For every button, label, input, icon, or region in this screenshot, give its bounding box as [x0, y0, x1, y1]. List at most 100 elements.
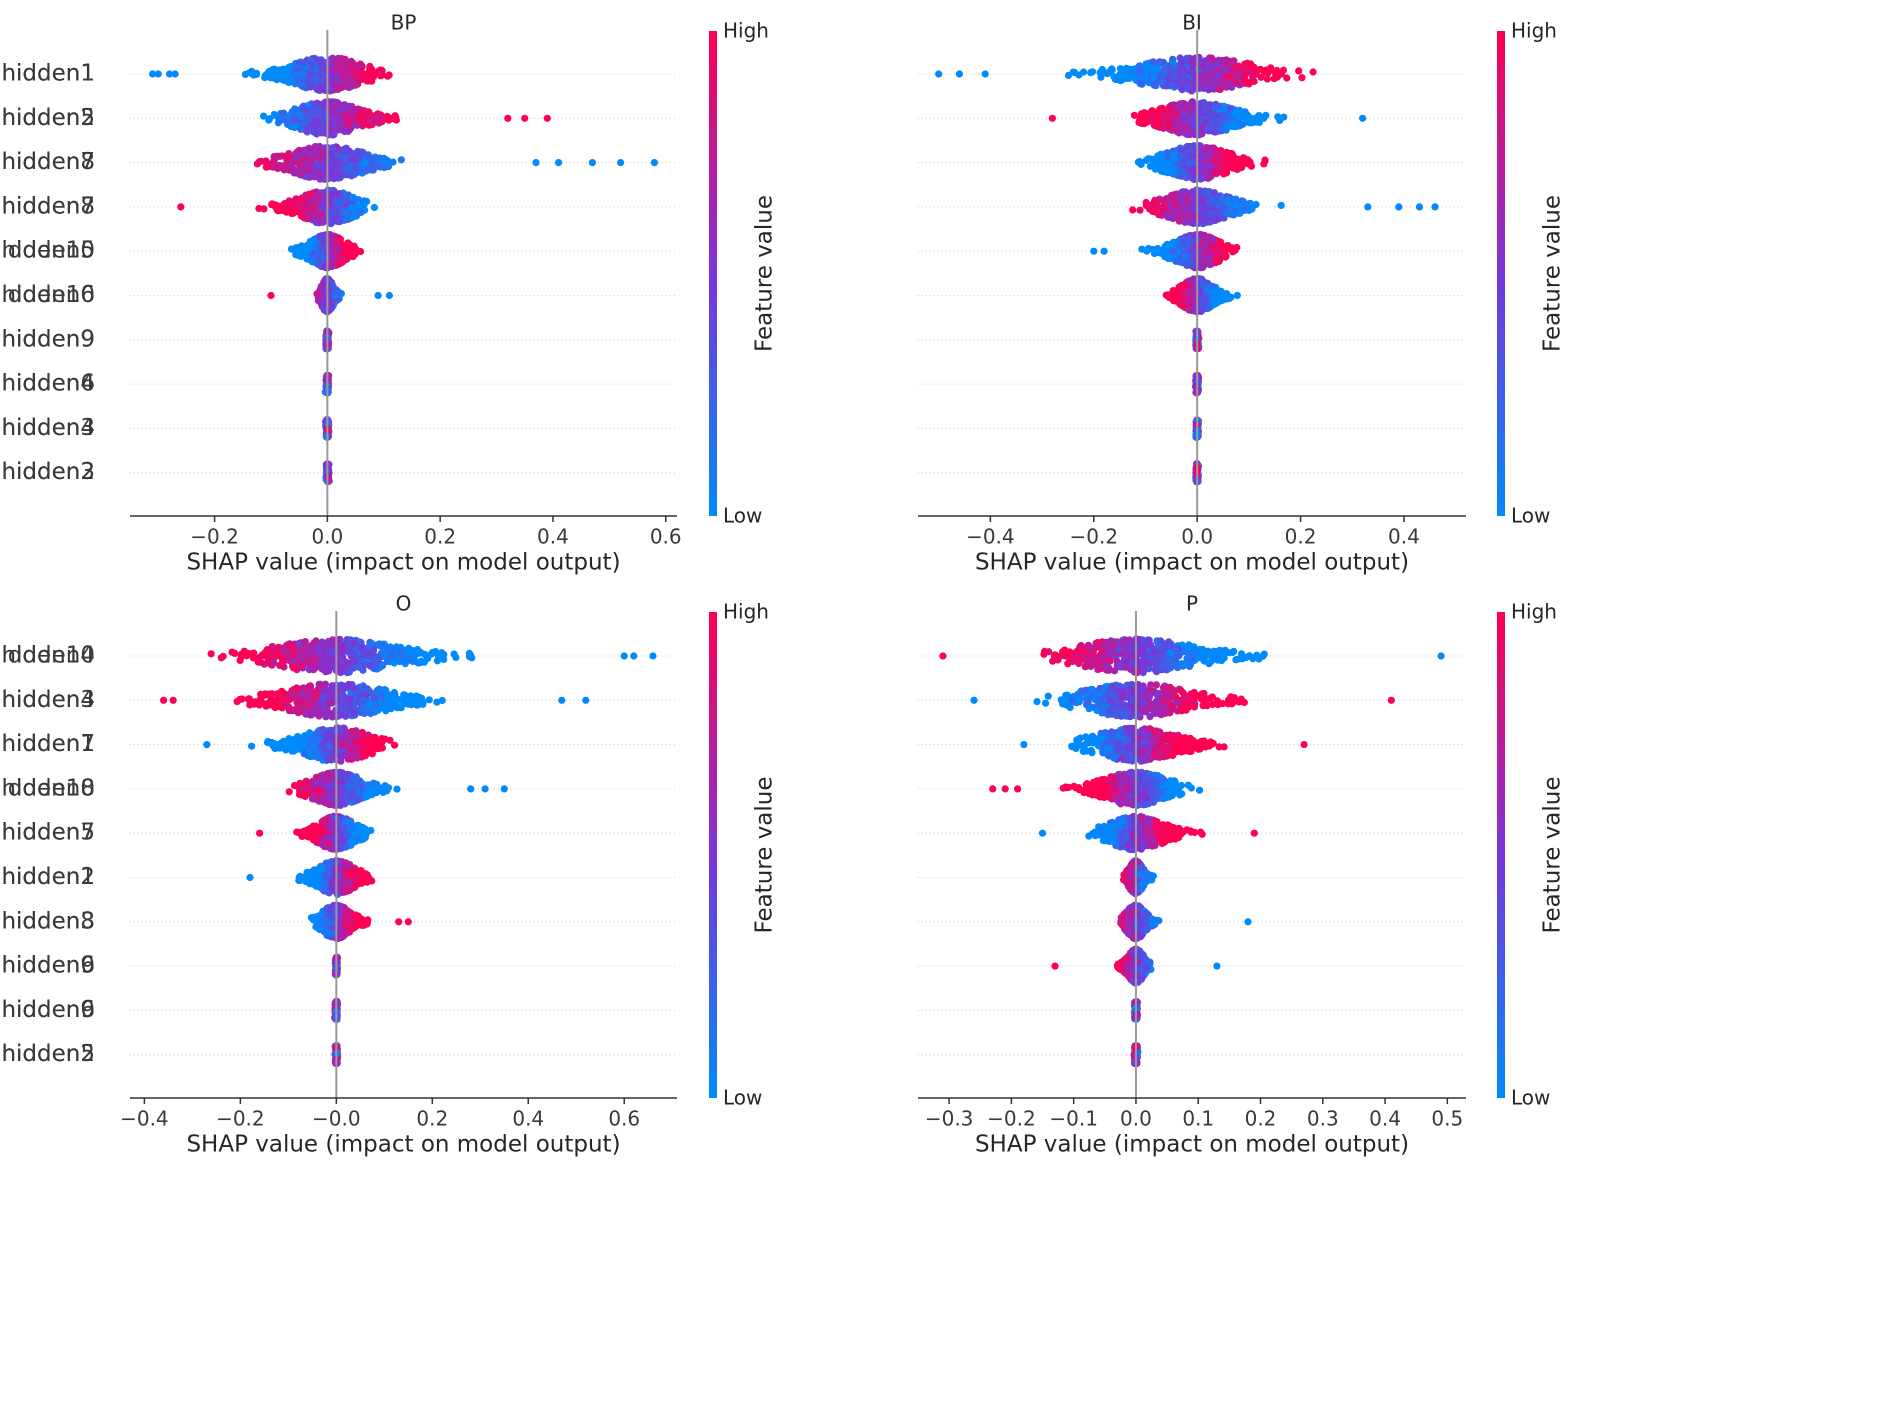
outlier-point: [956, 70, 963, 77]
data-point: [345, 120, 352, 127]
data-point: [333, 99, 340, 106]
data-point: [329, 131, 336, 138]
data-point: [1230, 121, 1237, 128]
data-point: [1143, 157, 1150, 164]
x-tick-label: 0.0: [311, 525, 343, 549]
data-point: [308, 76, 315, 83]
data-point: [368, 66, 375, 73]
data-point: [337, 236, 344, 243]
data-point: [1190, 159, 1197, 166]
data-point: [1139, 80, 1146, 87]
data-point: [376, 70, 383, 77]
data-point: [328, 169, 335, 176]
data-point: [347, 77, 354, 84]
data-point: [1247, 161, 1254, 168]
chart-panel-bi: BIhidden1hidden2hidden7hidden8hidden5hid…: [0, 11, 1566, 576]
data-point: [1171, 171, 1178, 178]
outlier-point: [532, 159, 539, 166]
outlier-point: [1359, 115, 1366, 122]
data-point: [1188, 105, 1195, 112]
beeswarm-hidden7: [1135, 142, 1269, 183]
outlier-point: [386, 292, 393, 299]
data-point: [344, 61, 351, 68]
data-point: [313, 117, 320, 124]
data-point: [368, 156, 375, 163]
data-point: [357, 111, 364, 118]
x-tick-label: −0.2: [190, 525, 239, 549]
outlier-point: [617, 159, 624, 166]
data-point: [1165, 160, 1172, 167]
data-point: [1208, 114, 1215, 121]
data-point: [268, 201, 275, 208]
data-point: [1250, 64, 1257, 71]
data-point: [1141, 109, 1148, 116]
data-point: [317, 211, 324, 218]
data-point: [330, 204, 337, 211]
beeswarm-hidden7: [177, 186, 378, 227]
data-point: [1260, 160, 1267, 167]
data-point: [316, 155, 323, 162]
data-point: [335, 247, 342, 254]
data-point: [348, 204, 355, 211]
data-point: [1177, 117, 1184, 124]
data-point: [318, 78, 325, 85]
data-point: [1204, 123, 1211, 130]
data-point: [299, 82, 306, 89]
data-point: [346, 246, 353, 253]
data-point: [371, 204, 378, 211]
data-point: [1227, 150, 1234, 157]
data-point: [340, 106, 347, 113]
data-point: [337, 55, 344, 62]
data-point: [1197, 176, 1204, 183]
data-point: [350, 213, 357, 220]
data-point: [323, 130, 330, 137]
beeswarm-hidden1: [149, 55, 393, 95]
data-point: [1202, 106, 1209, 113]
outlier-point: [375, 292, 382, 299]
outlier-point: [172, 70, 179, 77]
data-point: [313, 130, 320, 137]
data-point: [1131, 112, 1138, 119]
data-point: [256, 158, 263, 165]
data-point: [1198, 72, 1205, 79]
data-point: [1236, 157, 1243, 164]
data-point: [316, 233, 323, 240]
data-point: [284, 70, 291, 77]
data-point: [294, 200, 301, 207]
data-point: [1153, 157, 1160, 164]
data-point: [285, 153, 292, 160]
data-point: [314, 105, 321, 112]
data-point: [1220, 112, 1227, 119]
data-point: [302, 210, 309, 217]
data-point: [327, 220, 334, 227]
data-point: [314, 86, 321, 93]
data-point: [331, 240, 338, 247]
data-point: [360, 149, 367, 156]
data-point: [1295, 67, 1302, 74]
data-point: [398, 156, 405, 163]
data-point: [284, 113, 291, 120]
data-point: [295, 77, 302, 84]
data-point: [351, 157, 358, 164]
data-point: [1242, 78, 1249, 85]
x-axis-title: SHAP value (impact on model output): [186, 550, 620, 576]
outlier-point: [521, 115, 528, 122]
outlier-point: [504, 115, 511, 122]
data-point: [1206, 156, 1213, 163]
data-point: [1138, 120, 1145, 127]
data-point: [1223, 167, 1230, 174]
data-point: [253, 71, 260, 78]
data-point: [367, 163, 374, 170]
data-point: [1137, 68, 1144, 75]
data-point: [300, 60, 307, 67]
data-point: [1298, 74, 1305, 81]
data-point: [1278, 202, 1285, 209]
data-point: [1153, 119, 1160, 126]
data-point: [1244, 60, 1251, 67]
data-point: [1089, 68, 1096, 75]
data-point: [1224, 73, 1231, 80]
data-point: [260, 205, 267, 212]
data-point: [1223, 123, 1230, 130]
data-point: [1232, 63, 1239, 70]
data-point: [322, 103, 329, 110]
